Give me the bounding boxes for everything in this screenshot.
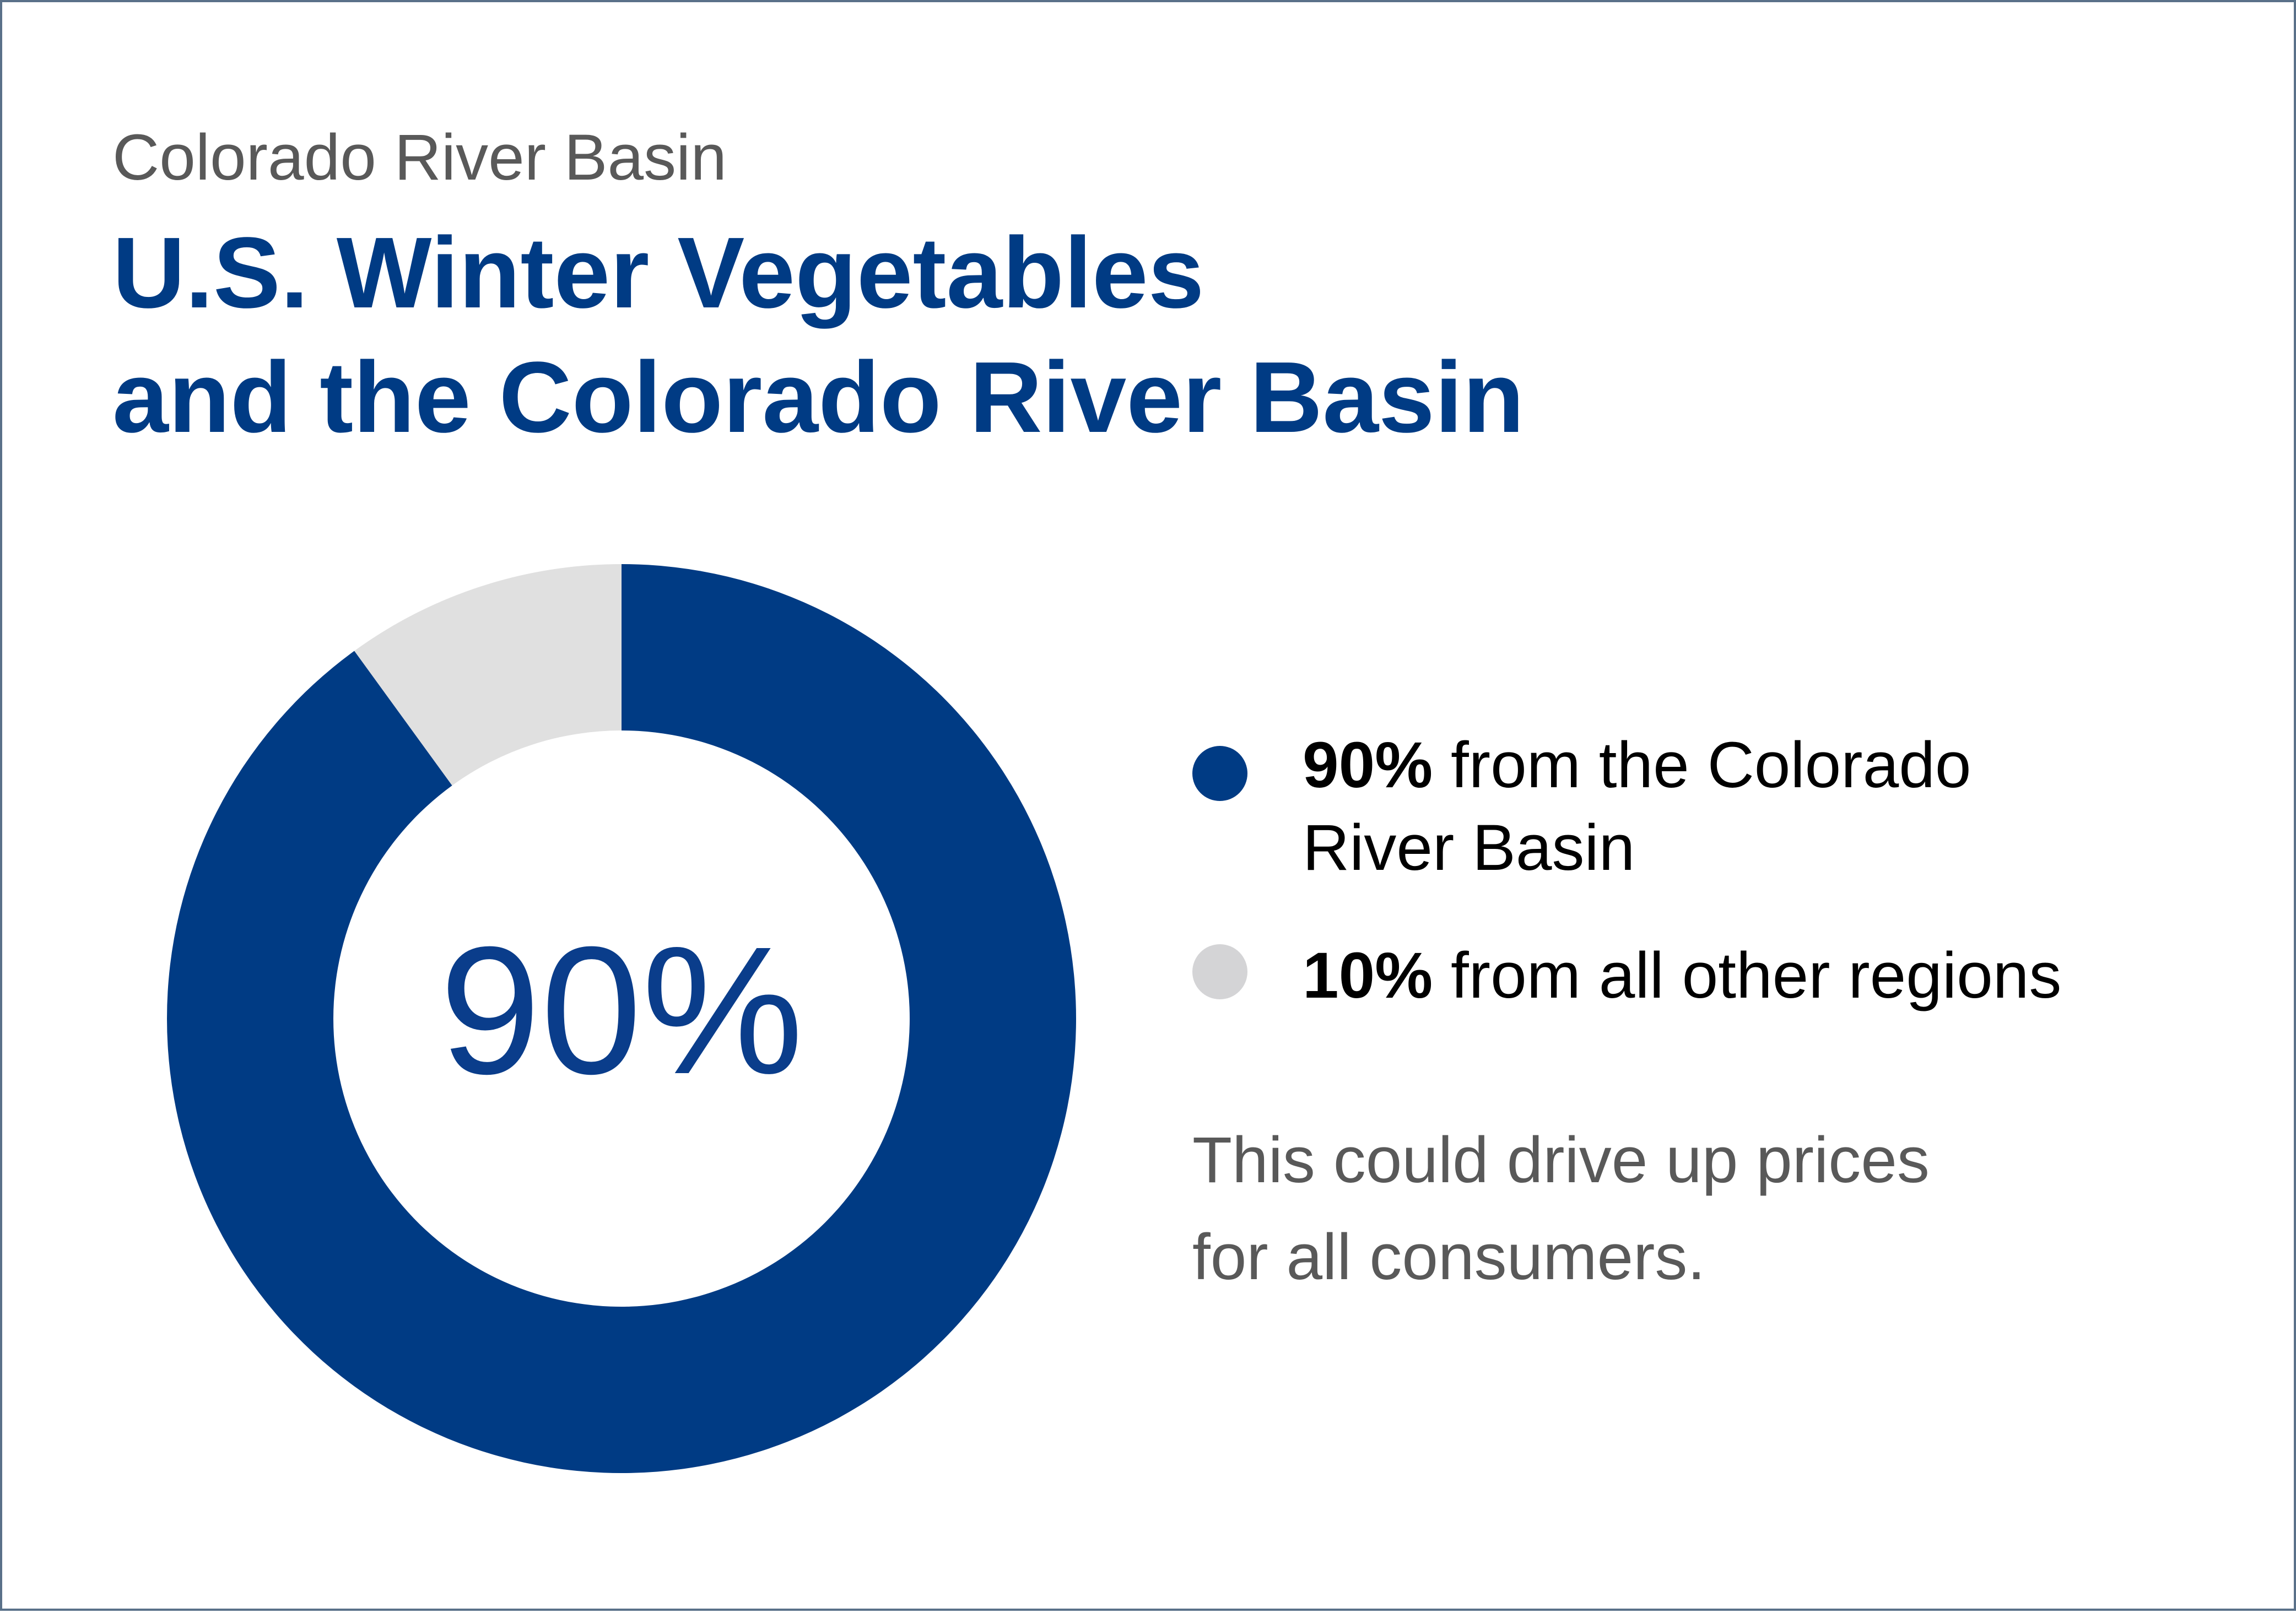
- chart-title: U.S. Winter Vegetables and the Colorado …: [112, 210, 1524, 459]
- donut-center-label: 90%: [439, 908, 804, 1112]
- footnote: This could drive up prices for all consu…: [1192, 1112, 1930, 1306]
- chart-subtitle: Colorado River Basin: [112, 121, 727, 194]
- footnote-line-2: for all consumers.: [1192, 1221, 1706, 1293]
- legend-label-colorado-line-1: from the Colorado: [1450, 729, 1971, 802]
- legend-value-colorado: 90%: [1303, 729, 1433, 802]
- chart-title-line-1: U.S. Winter Vegetables: [112, 216, 1204, 329]
- legend-dot-other-icon: [1192, 944, 1247, 999]
- legend-label-colorado-line-2: River Basin: [1303, 811, 1635, 884]
- chart-title-line-2: and the Colorado River Basin: [112, 340, 1525, 453]
- legend-value-other: 10%: [1303, 939, 1433, 1012]
- footnote-line-1: This could drive up prices: [1192, 1124, 1930, 1197]
- legend-text-colorado: 90% from the Colorado River Basin: [1303, 724, 1971, 889]
- legend-dot-colorado-icon: [1192, 746, 1247, 801]
- donut-slice-other: [354, 564, 622, 786]
- legend-label-other: from all other regions: [1450, 939, 2062, 1012]
- legend-text-other: 10% from all other regions: [1303, 934, 2061, 1017]
- donut-slice-colorado: [167, 564, 1077, 1473]
